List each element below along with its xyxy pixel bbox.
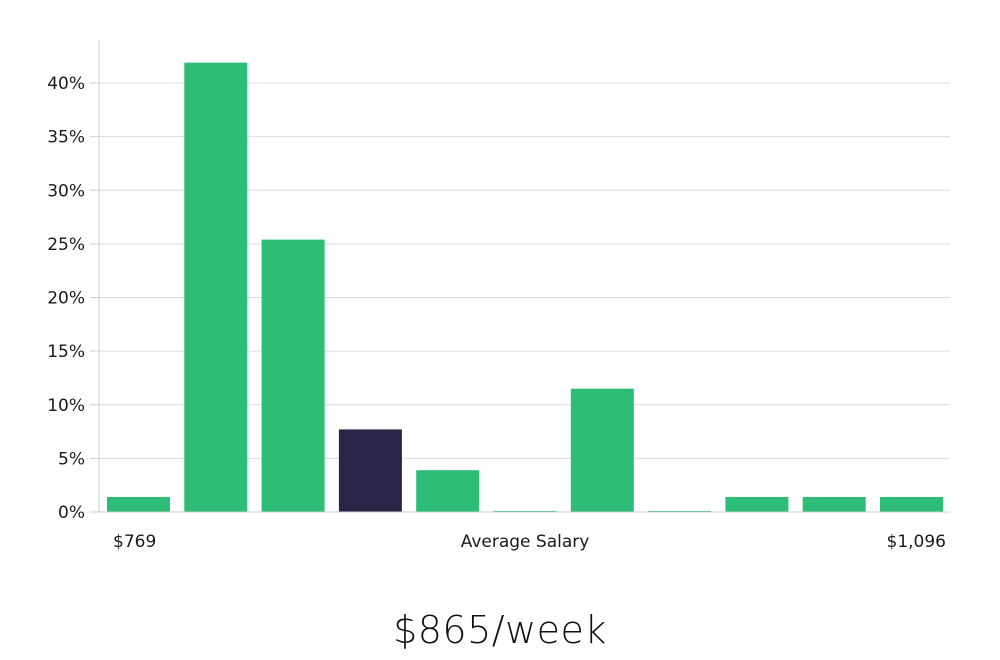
bar (570, 388, 634, 512)
y-tick-label: 35% (47, 128, 85, 148)
x-axis-title: Average Salary (461, 532, 590, 552)
bar (261, 239, 325, 512)
y-tick-label: 0% (58, 503, 85, 523)
bar-highlight-average (338, 429, 402, 512)
bar (416, 470, 480, 512)
y-tick-label: 15% (47, 342, 85, 362)
y-tick-label: 40% (47, 74, 85, 94)
bar (107, 496, 170, 512)
bar (184, 62, 248, 513)
y-tick-label: 30% (47, 181, 85, 201)
bar (880, 496, 943, 512)
bar (648, 510, 712, 512)
average-salary-value: $865/week (393, 608, 607, 652)
y-tick-label: 10% (47, 396, 85, 416)
bar (493, 510, 557, 512)
x-min-label: $769 (113, 532, 156, 552)
y-tick-label: 5% (58, 449, 85, 469)
bars (107, 62, 943, 513)
x-max-label: $1,096 (887, 532, 946, 552)
y-tick-label: 25% (47, 235, 85, 255)
y-tick-label: 20% (47, 289, 85, 309)
bar (802, 496, 866, 512)
y-axis-ticks: 0% 5% 10% 15% 20% 25% 30% 35% 40% (47, 74, 99, 523)
bar (725, 496, 789, 512)
